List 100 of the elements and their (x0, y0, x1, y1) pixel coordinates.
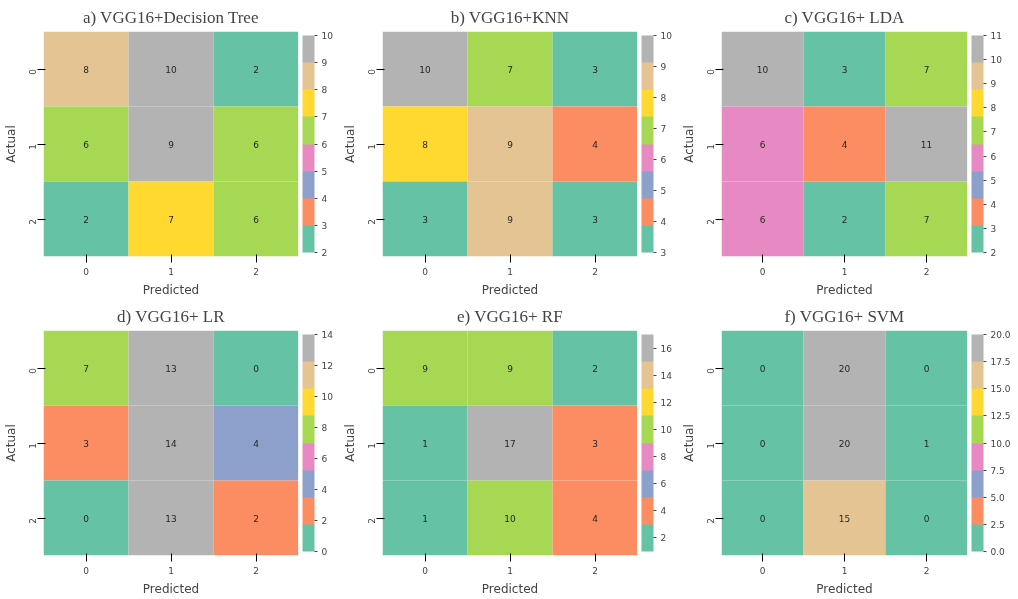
y-tick-label: 0 (367, 68, 377, 75)
data-label: 1 (422, 513, 428, 524)
data-label: 2 (592, 363, 598, 374)
data-label: 2 (841, 214, 848, 225)
y-tick-label: 0 (28, 367, 38, 374)
color-bar-label: 2.5 (990, 519, 1005, 530)
data-label: 1 (422, 438, 428, 449)
data-label: 0 (253, 363, 260, 374)
color-bar-label: 10.0 (990, 438, 1011, 449)
x-tick-label: 2 (592, 266, 598, 277)
x-tick-label: 1 (507, 565, 513, 576)
color-bar-label: 10 (660, 424, 673, 435)
data-label: 4 (592, 139, 599, 150)
color-bar-label: 10 (660, 31, 673, 41)
x-tick-label: 2 (592, 565, 598, 576)
data-label: 10 (165, 64, 177, 75)
color-bar-label: 8 (321, 423, 328, 433)
data-label: 2 (253, 513, 259, 524)
x-tick-label: 1 (168, 266, 174, 277)
color-bar-label: 6 (321, 454, 328, 464)
y-axis-title: Actual (3, 424, 18, 462)
data-label: 3 (841, 64, 848, 75)
color-bar-label: 2 (990, 248, 997, 258)
data-label: 9 (422, 363, 429, 374)
y-axis-title: Actual (342, 125, 357, 163)
color-bar-label: 9 (990, 79, 997, 90)
data-label: 0 (923, 363, 930, 374)
color-bar-label: 12 (660, 397, 672, 408)
data-label: 6 (253, 139, 260, 150)
color-bar-label: 3 (321, 220, 328, 231)
color-bar-label: 20.0 (990, 330, 1011, 340)
x-tick-label: 0 (422, 266, 429, 277)
data-label: 0 (759, 513, 766, 524)
color-bar-label: 7 (990, 127, 997, 138)
data-label: 3 (592, 64, 598, 75)
y-tick-label: 2 (706, 517, 716, 524)
data-label: 6 (759, 214, 766, 225)
color-bar-label: 6 (990, 151, 997, 162)
x-tick-label: 1 (507, 266, 513, 277)
x-axis-title: Predicted (816, 581, 873, 596)
color-bar-label: 4 (660, 506, 667, 517)
y-tick-label: 0 (706, 68, 716, 75)
color-bar-label: 4 (321, 485, 328, 495)
color-bar-label: 6 (321, 139, 328, 150)
y-axis-title: Actual (681, 424, 696, 462)
color-bar-label: 12 (321, 361, 333, 371)
color-bar-label: 6 (660, 155, 667, 165)
data-label: 14 (165, 438, 177, 449)
data-label: 20 (838, 363, 851, 374)
data-label: 6 (759, 139, 766, 150)
data-label: 10 (504, 513, 516, 524)
x-axis-title: Predicted (142, 581, 200, 596)
chart-title: c) VGG16+ LDA (784, 7, 905, 27)
y-tick-label: 1 (367, 143, 377, 150)
x-tick-label: 2 (253, 565, 259, 576)
color-bar-label: 7 (321, 112, 328, 123)
data-label: 17 (504, 438, 516, 449)
color-bar-label: 8 (660, 93, 667, 103)
y-tick-label: 1 (367, 442, 377, 449)
data-label: 6 (253, 214, 260, 225)
color-bar-label: 9 (660, 62, 667, 72)
color-bar-label: 11 (990, 31, 1002, 41)
data-label: 10 (756, 64, 769, 75)
y-tick-label: 1 (28, 143, 38, 150)
data-label: 2 (83, 214, 89, 225)
data-label: 10 (419, 64, 431, 75)
data-label: 8 (83, 64, 90, 75)
color-bar-label: 5 (321, 166, 328, 177)
color-bar-label: 0.0 (990, 547, 1006, 557)
y-tick-label: 2 (28, 517, 38, 524)
x-tick-label: 0 (83, 565, 90, 576)
x-axis-title: Predicted (481, 282, 539, 297)
chart-title: a) VGG16+Decision Tree (82, 7, 259, 27)
data-label: 4 (592, 513, 599, 524)
data-label: 8 (422, 139, 429, 150)
color-bar-label: 7 (660, 124, 667, 134)
x-tick-label: 0 (83, 266, 90, 277)
data-label: 13 (165, 363, 177, 374)
color-bar-label: 2 (660, 533, 667, 544)
color-bar-label: 8 (990, 103, 997, 114)
color-bar-label: 5 (990, 175, 997, 186)
x-axis-title: Predicted (816, 282, 873, 297)
y-tick-label: 0 (706, 367, 716, 374)
data-label: 3 (83, 438, 89, 449)
y-tick-label: 1 (706, 143, 716, 150)
data-label: 4 (253, 438, 260, 449)
y-axis-title: Actual (3, 125, 18, 163)
x-axis-title: Predicted (481, 581, 539, 596)
color-bar-label: 17.5 (990, 357, 1011, 368)
data-label: 9 (507, 363, 514, 374)
y-tick-label: 2 (706, 218, 716, 225)
data-label: 0 (83, 513, 90, 524)
data-label: 3 (592, 438, 598, 449)
color-bar-label: 5.0 (990, 492, 1006, 503)
y-axis-title: Actual (342, 424, 357, 462)
data-label: 11 (920, 139, 933, 150)
data-label: 7 (168, 214, 174, 225)
data-label: 1 (923, 438, 930, 449)
data-label: 0 (759, 363, 766, 374)
x-tick-label: 1 (841, 565, 848, 576)
